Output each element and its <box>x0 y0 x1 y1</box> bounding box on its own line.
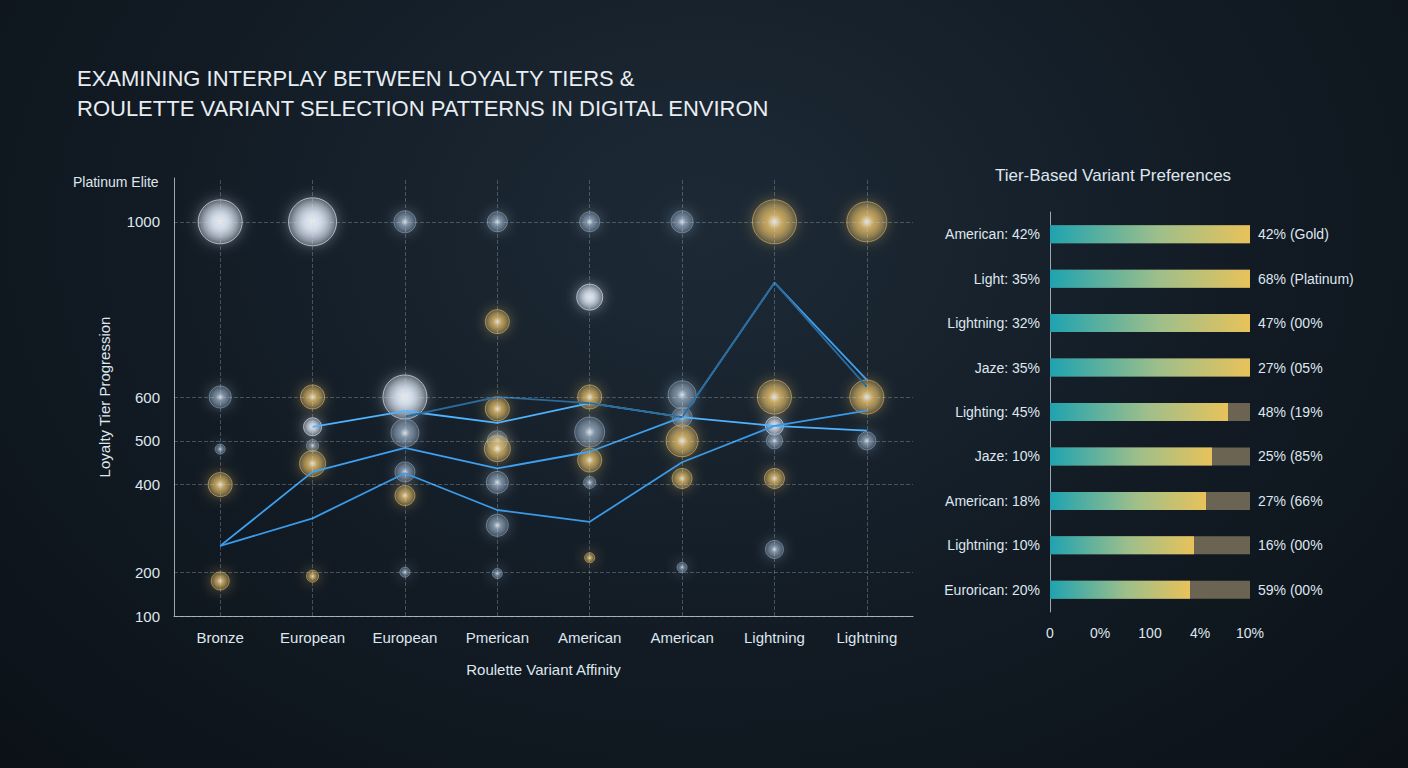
svg-text:10%: 10% <box>1236 625 1264 641</box>
svg-text:25% (85%: 25% (85% <box>1258 448 1323 464</box>
svg-text:500: 500 <box>135 432 160 449</box>
svg-text:47% (00%: 47% (00% <box>1258 315 1323 331</box>
svg-text:100: 100 <box>135 608 160 625</box>
svg-text:Lightning: 10%: Lightning: 10% <box>947 537 1040 553</box>
svg-text:100: 100 <box>1138 625 1162 641</box>
svg-text:1000: 1000 <box>127 213 160 230</box>
svg-text:ROULETTE VARIANT SELECTION PAT: ROULETTE VARIANT SELECTION PATTERNS IN D… <box>77 96 768 121</box>
svg-text:Platinum Elite: Platinum Elite <box>73 174 159 190</box>
svg-text:Lightning: 32%: Lightning: 32% <box>947 315 1040 331</box>
svg-text:European: European <box>372 629 437 646</box>
svg-text:Light: 35%: Light: 35% <box>974 271 1040 287</box>
svg-text:Eurorican: 20%: Eurorican: 20% <box>944 582 1040 598</box>
svg-text:400: 400 <box>135 476 160 493</box>
svg-text:Bronze: Bronze <box>196 629 244 646</box>
svg-text:Jaze: 10%: Jaze: 10% <box>975 448 1040 464</box>
svg-text:27% (66%: 27% (66% <box>1258 493 1323 509</box>
svg-text:16% (00%: 16% (00% <box>1258 537 1323 553</box>
svg-text:Loyalty Tier Progression: Loyalty Tier Progression <box>96 317 113 478</box>
svg-text:EXAMINING INTERPLAY BETWEEN LO: EXAMINING INTERPLAY BETWEEN LOYALTY TIER… <box>77 66 635 91</box>
svg-text:59% (00%: 59% (00% <box>1258 582 1323 598</box>
svg-text:Lighting: 45%: Lighting: 45% <box>955 404 1040 420</box>
svg-text:48% (19%: 48% (19% <box>1258 404 1323 420</box>
svg-text:Pmerican: Pmerican <box>466 629 529 646</box>
svg-text:27% (05%: 27% (05% <box>1258 360 1323 376</box>
svg-text:600: 600 <box>135 389 160 406</box>
svg-text:American: American <box>558 629 621 646</box>
svg-text:American: 18%: American: 18% <box>945 493 1040 509</box>
svg-text:Lightning: Lightning <box>836 629 897 646</box>
svg-text:European: European <box>280 629 345 646</box>
svg-text:Lightning: Lightning <box>744 629 805 646</box>
svg-text:4%: 4% <box>1190 625 1210 641</box>
svg-text:0%: 0% <box>1090 625 1110 641</box>
svg-text:Roulette Variant Affinity: Roulette Variant Affinity <box>466 661 621 678</box>
svg-text:American: 42%: American: 42% <box>945 226 1040 242</box>
svg-text:42% (Gold): 42% (Gold) <box>1258 226 1329 242</box>
svg-text:Tier-Based Variant Preferences: Tier-Based Variant Preferences <box>995 166 1231 185</box>
svg-text:68% (Platinum): 68% (Platinum) <box>1258 271 1354 287</box>
svg-text:American: American <box>650 629 713 646</box>
svg-text:Jaze: 35%: Jaze: 35% <box>975 360 1040 376</box>
svg-text:0: 0 <box>1046 625 1054 641</box>
svg-text:200: 200 <box>135 564 160 581</box>
